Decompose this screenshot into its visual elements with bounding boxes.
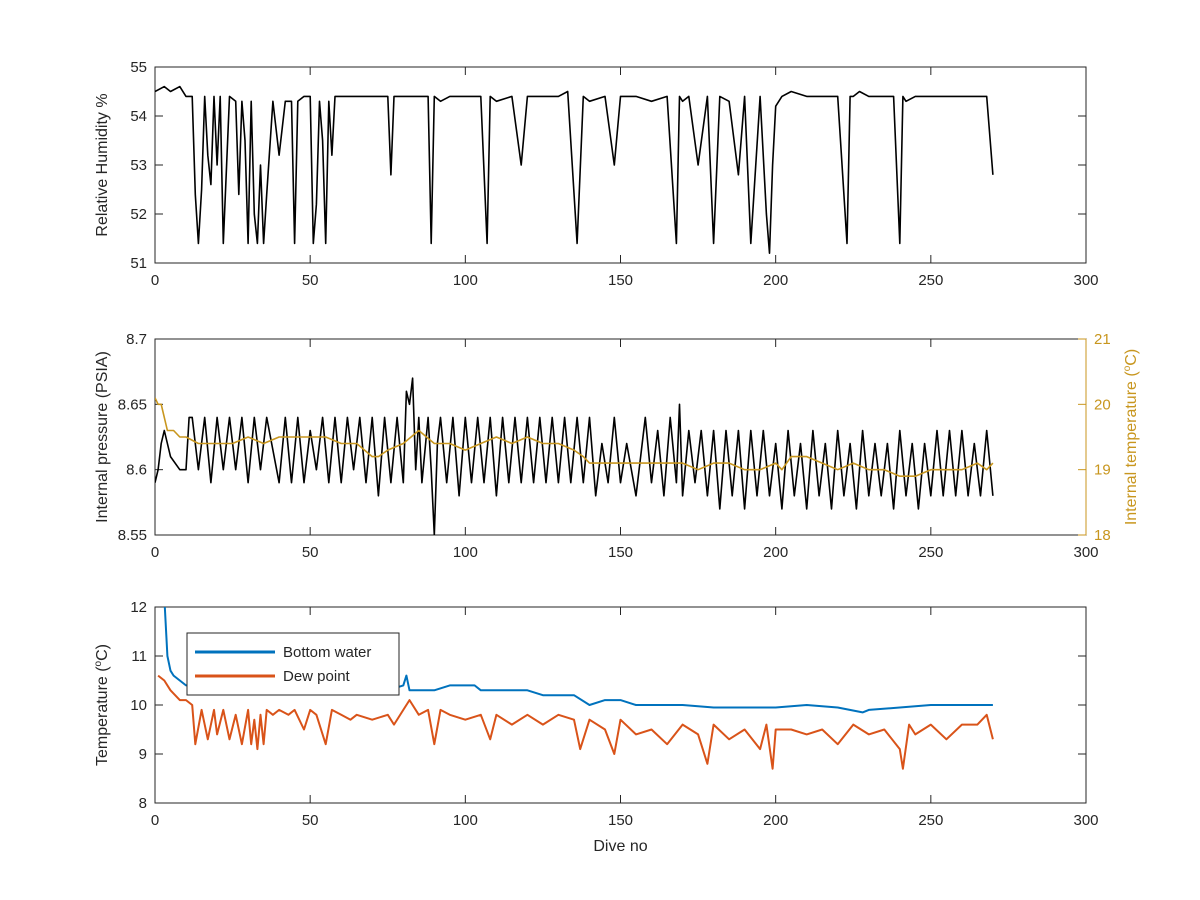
x-axis-label: Dive no [593, 838, 647, 855]
y2-tick-label: 19 [1094, 462, 1111, 479]
y-tick-label: 53 [130, 157, 147, 174]
y-tick-label: 11 [131, 648, 147, 665]
x-tick-label: 200 [763, 272, 788, 289]
x-tick-label: 300 [1073, 272, 1098, 289]
x-tick-label: 0 [151, 544, 159, 561]
x-tick-label: 150 [608, 544, 633, 561]
x-tick-label: 150 [608, 812, 633, 829]
x-tick-label: 250 [918, 272, 943, 289]
y-tick-label: 8.65 [118, 396, 147, 413]
y-axis-label: Temperature (oC) [93, 644, 111, 766]
series-group [155, 377, 994, 535]
humidity-panel: 0 50 100 150 200 250 300 51 52 53 54 55 Relative Hum… [94, 59, 1099, 289]
y2-tick-label: 21 [1094, 331, 1111, 348]
x-tick-label: 0 [151, 812, 159, 829]
series-line-0 [155, 377, 994, 535]
temperature-panel: 0 50 100 150 200 250 300 8 9 10 11 12 Temperature (o… [93, 599, 1099, 855]
y-tick-label: 51 [130, 255, 147, 272]
y-tick-label: 52 [130, 206, 147, 223]
legend-label: Dew point [283, 668, 351, 685]
y-tick-label: 12 [130, 599, 147, 616]
y2-axis-label: Internal temperature (oC) [1122, 349, 1140, 525]
x-tick-label: 100 [453, 544, 478, 561]
series-line-dew-point [157, 674, 994, 770]
x-tick-label: 300 [1073, 544, 1098, 561]
y2-tick-label: 18 [1094, 527, 1111, 544]
y-axis-label: Relative Humidity % [94, 93, 111, 236]
x-tick-label: 200 [763, 544, 788, 561]
y-tick-label: 8 [139, 795, 147, 812]
legend-box [186, 632, 400, 696]
x-tick-label: 150 [608, 272, 633, 289]
y-tick-label: 9 [139, 746, 147, 763]
y-tick-label: 8.7 [126, 331, 147, 348]
y-tick-label: 8.6 [126, 462, 147, 479]
y-tick-label: 55 [130, 59, 147, 76]
x-tick-label: 50 [302, 544, 319, 561]
y2-tick-label: 20 [1094, 396, 1111, 413]
legend-label: Bottom water [283, 644, 371, 661]
series-line-1 [155, 397, 994, 478]
x-tick-label: 0 [151, 272, 159, 289]
x-tick-label: 250 [918, 812, 943, 829]
x-tick-label: 50 [302, 272, 319, 289]
series-line-0 [155, 85, 994, 254]
y-tick-label: 10 [130, 697, 147, 714]
y-axis-label: Internal pressure (PSIA) [94, 351, 111, 523]
x-tick-label: 100 [453, 812, 478, 829]
x-tick-label: 300 [1073, 812, 1098, 829]
series-group [155, 85, 994, 254]
y-tick-label: 54 [130, 108, 147, 125]
x-tick-label: 100 [453, 272, 478, 289]
x-tick-label: 250 [918, 544, 943, 561]
x-tick-label: 50 [302, 812, 319, 829]
pressure-temperature-panel: 0 50 100 150 200 250 300 8.55 8.6 8.65 8.7 18 19 20 21… [94, 331, 1140, 561]
y-tick-label: 8.55 [118, 527, 147, 544]
x-tick-label: 200 [763, 812, 788, 829]
